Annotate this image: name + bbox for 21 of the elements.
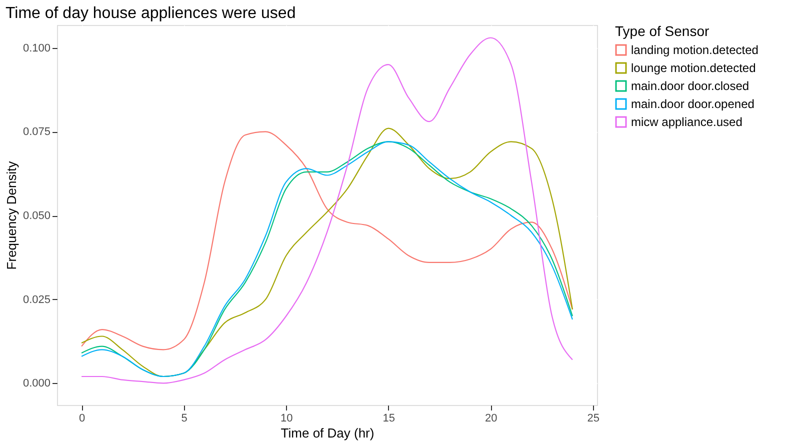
y-tick-label: 0.025 (22, 294, 50, 306)
x-tick-label: 20 (485, 412, 498, 424)
legend-label: micw appliance.used (631, 115, 742, 129)
legend-title: Type of Sensor (615, 23, 710, 39)
y-axis-title: Frequency Density (4, 160, 19, 270)
y-tick-label: 0.000 (22, 378, 50, 390)
x-tick-label: 10 (280, 412, 293, 424)
x-tick-label: 25 (587, 412, 600, 424)
legend-label: landing motion.detected (631, 43, 758, 57)
line-series (80, 37, 574, 384)
legend-label: lounge motion.detected (631, 61, 756, 75)
legend-label: main.door door.opened (631, 97, 754, 111)
legend-label: main.door door.closed (631, 79, 750, 93)
x-tick-label: 5 (181, 412, 188, 424)
y-tick-label: 0.050 (22, 210, 50, 222)
y-tick-label: 0.075 (22, 126, 50, 138)
y-tick-label: 0.100 (22, 42, 50, 54)
x-tick-label: 0 (78, 412, 86, 424)
x-tick-label: 15 (382, 412, 395, 424)
x-axis-title: Time of Day (hr) (280, 426, 374, 440)
chart-title: Time of day house appliences were used (5, 5, 296, 22)
